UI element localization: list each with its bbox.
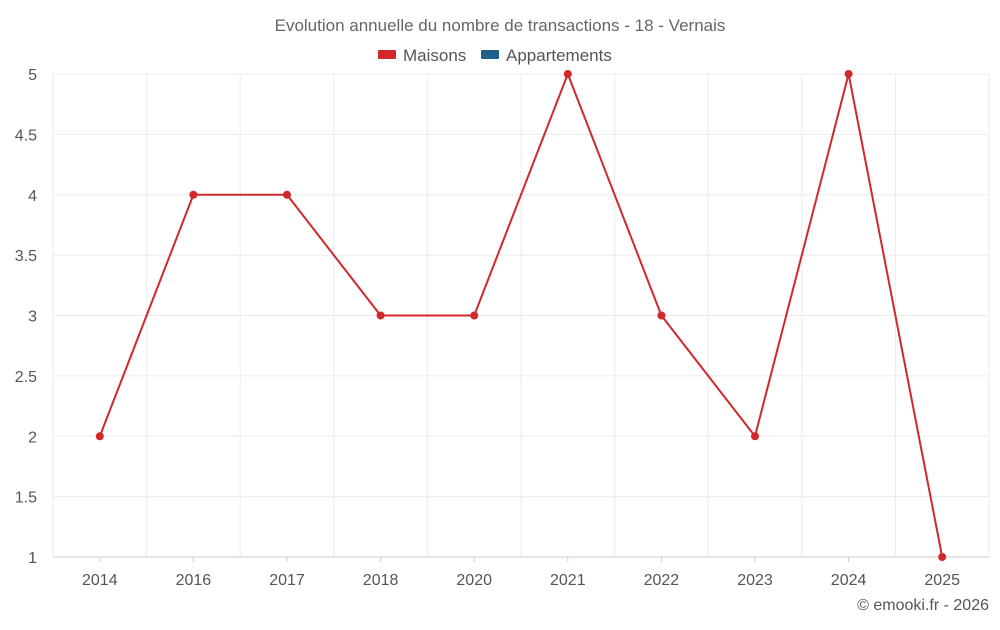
x-tick-label: 2016 — [176, 572, 212, 589]
y-tick-label: 2 — [28, 429, 37, 446]
chart-title: Evolution annuelle du nombre de transact… — [275, 16, 726, 35]
x-tick-label: 2014 — [82, 572, 118, 589]
data-point-maisons[interactable] — [470, 311, 479, 320]
legend-label-appartements: Appartements — [506, 46, 612, 65]
legend-item-maisons[interactable]: Maisons — [378, 46, 466, 65]
y-tick-label: 1 — [28, 550, 37, 567]
x-tick-label: 2024 — [831, 572, 867, 589]
x-tick-label: 2021 — [550, 572, 586, 589]
y-tick-label: 2.5 — [15, 369, 37, 386]
x-tick-label: 2020 — [456, 572, 492, 589]
y-tick-label: 3 — [28, 309, 37, 326]
y-tick-label: 4.5 — [15, 127, 37, 144]
data-point-maisons[interactable] — [563, 70, 572, 78]
y-tick-label: 1.5 — [15, 490, 37, 507]
data-point-maisons[interactable] — [751, 432, 759, 441]
x-tick-label: 2022 — [644, 572, 680, 589]
x-tick-label: 2017 — [269, 572, 305, 589]
data-point-maisons[interactable] — [95, 432, 104, 441]
legend-item-appartements[interactable]: Appartements — [481, 46, 612, 65]
grid — [52, 73, 990, 558]
legend: Maisons Appartements — [378, 46, 612, 65]
legend-swatch-maisons — [378, 50, 396, 59]
data-point-maisons[interactable] — [657, 311, 666, 320]
x-tick-label: 2025 — [924, 572, 960, 589]
y-tick-label: 3.5 — [15, 248, 37, 265]
legend-swatch-appartements — [481, 50, 499, 59]
credit-text: © emooki.fr - 2026 — [857, 597, 989, 614]
x-tick-label: 2023 — [737, 572, 773, 589]
data-point-maisons[interactable] — [938, 553, 947, 561]
data-point-maisons[interactable] — [283, 190, 291, 199]
x-tick-label: 2018 — [363, 572, 399, 589]
y-tick-label: 5 — [28, 67, 37, 84]
series-layer — [95, 70, 947, 561]
data-point-maisons[interactable] — [189, 190, 198, 199]
data-point-maisons[interactable] — [376, 311, 385, 320]
series-line-maisons — [98, 73, 944, 558]
axes: 1 1.5 2 2.5 3 3.5 4 4.5 5 2014 2016 2017 2018 2020 202… — [15, 67, 989, 589]
y-tick-label: 4 — [28, 188, 37, 205]
data-point-maisons[interactable] — [844, 70, 853, 78]
legend-label-maisons: Maisons — [403, 46, 466, 65]
